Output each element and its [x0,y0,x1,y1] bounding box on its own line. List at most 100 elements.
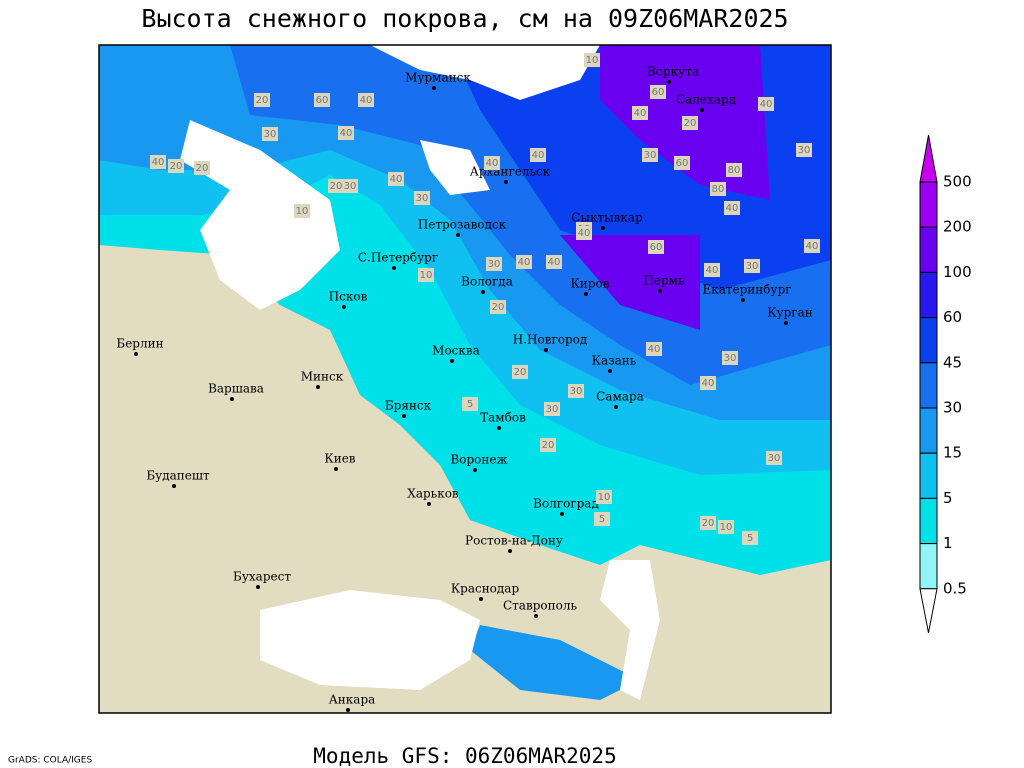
legend-box [919,317,938,364]
title: Высота снежного покрова, см на 09Z06MAR2… [141,4,788,33]
contour-label-box [462,397,478,411]
contour-label-box [342,179,358,193]
contour-label-box [722,351,738,365]
contour-label: 30 [264,129,277,140]
legend-box [919,497,938,545]
city-label: Казань [592,354,637,368]
city-dot [402,414,406,418]
contour-label: 30 [746,261,759,272]
city-label: Салехард [676,93,736,107]
legend-label: 200 [943,218,972,236]
legend-top-arrow [919,134,938,183]
snow-100 [560,45,770,330]
contour-label: 30 [724,353,737,364]
contour-label: 20 [196,163,209,174]
map [99,45,831,713]
city-label: Псков [329,290,368,304]
city-dot [134,352,138,356]
contour-label-box [486,257,502,271]
contour-label-box [314,93,330,107]
contour-label: 20 [492,302,505,313]
city-dot [560,512,564,516]
city-dot [667,80,671,84]
contour-label: 5 [599,514,605,525]
contour-label: 40 [548,257,561,268]
contour-label-box [742,531,758,545]
contour-label-box [530,148,546,162]
contour-label: 30 [644,150,657,161]
legend-box [919,181,938,228]
legend-box [919,226,938,273]
contour-label: 40 [760,99,773,110]
contour-label-box [594,512,610,526]
city-label: Сыктывкар [571,211,643,225]
contour-label: 30 [344,181,357,192]
city-label: Бухарест [233,570,291,584]
contour-label-box [512,365,528,379]
contour-label-box [682,116,698,130]
contour-label-box [540,438,556,452]
contour-label-box [516,255,532,269]
legend-label: 45 [943,353,962,371]
contour-label-box [648,240,664,254]
city-dot [700,108,704,112]
color-legend: 500 200 100 60 45 30 15 5 1 0.5 [919,134,972,633]
city-label: Архангельск [470,165,551,179]
city-label: Анкара [329,693,376,707]
legend-box [919,271,938,319]
contour-label: 10 [296,206,309,217]
barents-sea [370,45,600,100]
city-label: Минск [301,370,344,384]
contour-label-box [674,156,690,170]
contour-label: 40 [360,95,373,106]
city-dot [256,585,260,589]
contour-label: 40 [390,174,403,185]
contour-label-box [358,93,374,107]
contour-label: 40 [648,344,661,355]
contour-label: 60 [676,158,689,169]
city-label: С.Петербург [358,251,438,265]
city-dot [614,405,618,409]
contour-label-box [546,255,562,269]
city-label: Ставрополь [503,599,577,613]
city-dot [392,266,396,270]
contour-label: 40 [726,203,739,214]
contour-label: 20 [684,118,697,129]
city-label: Киев [324,452,355,466]
contour-label: 10 [586,55,599,66]
contour-label: 10 [720,522,733,533]
city-label: Н.Новгород [513,333,588,347]
contour-label-box [704,263,720,277]
city-label: Харьков [407,487,459,501]
city-label: Киров [571,277,610,291]
contour-label-box [596,490,612,504]
contour-label: 80 [712,184,725,195]
contour-label: 40 [532,150,545,161]
contour-label-box [294,204,310,218]
city-label: Берлин [116,337,163,351]
city-dot [432,86,436,90]
city-dot [316,385,320,389]
city-label: Екатеринбург [702,283,791,297]
contour-label-box [710,182,726,196]
model-caption: Модель GFS: 06Z06MAR2025 [313,744,616,768]
city-dot [481,290,485,294]
legend-box [919,452,938,499]
contour-label: 30 [546,404,559,415]
contour-label: 40 [518,257,531,268]
contour-label-box [646,342,662,356]
contour-label: 30 [570,386,583,397]
contour-label-box [328,179,344,193]
city-dot [497,426,501,430]
contour-label-box [726,163,742,177]
city-label: Курган [767,306,812,320]
city-dot [601,226,605,230]
city-dot [473,468,477,472]
contour-label-box [490,300,506,314]
legend-label: 100 [943,263,972,281]
contour-label: 40 [152,157,165,168]
city-dot [741,298,745,302]
contour-label: 20 [330,181,343,192]
city-dot [450,359,454,363]
